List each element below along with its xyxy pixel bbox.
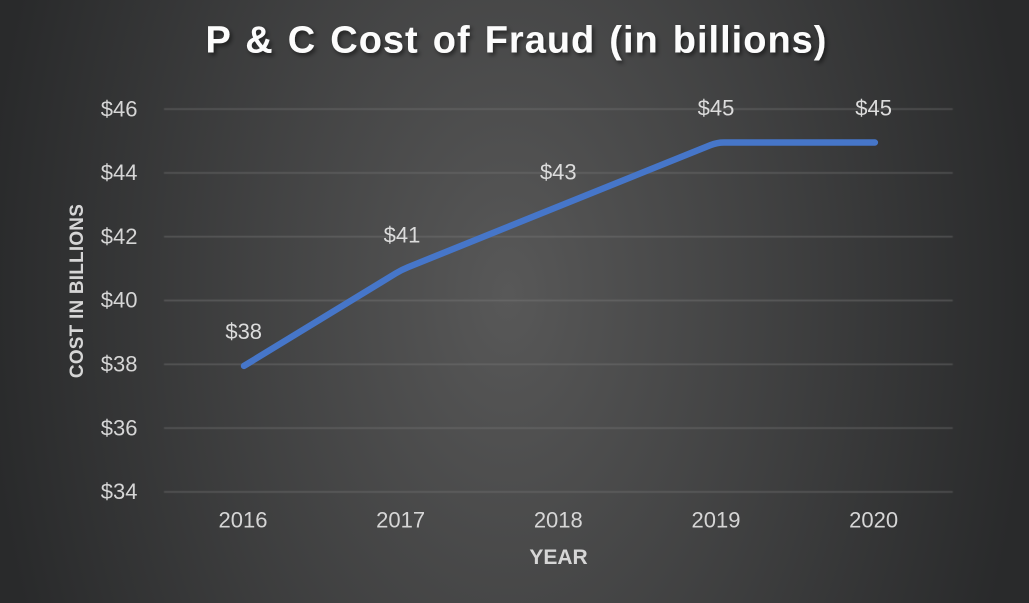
- svg-text:$36: $36: [101, 415, 138, 440]
- svg-text:2017: 2017: [376, 508, 425, 533]
- svg-text:$38: $38: [101, 352, 138, 377]
- svg-text:$45: $45: [855, 96, 892, 121]
- svg-text:YEAR: YEAR: [529, 546, 587, 569]
- svg-text:2016: 2016: [219, 508, 268, 533]
- svg-text:2020: 2020: [849, 508, 898, 533]
- svg-text:$43: $43: [540, 160, 577, 185]
- svg-text:$45: $45: [698, 96, 735, 121]
- svg-text:2018: 2018: [534, 508, 583, 533]
- svg-text:P & C Cost of Fraud (in billio: P & C Cost of Fraud (in billions): [206, 20, 828, 62]
- svg-text:$38: $38: [225, 319, 262, 344]
- svg-text:$41: $41: [384, 222, 421, 247]
- svg-text:$40: $40: [101, 288, 138, 313]
- svg-text:$44: $44: [101, 160, 138, 185]
- svg-text:$46: $46: [101, 96, 138, 121]
- svg-text:$34: $34: [101, 479, 138, 504]
- svg-text:2019: 2019: [692, 508, 741, 533]
- svg-text:COST IN BILLIONS: COST IN BILLIONS: [67, 204, 88, 378]
- svg-text:$42: $42: [101, 224, 138, 249]
